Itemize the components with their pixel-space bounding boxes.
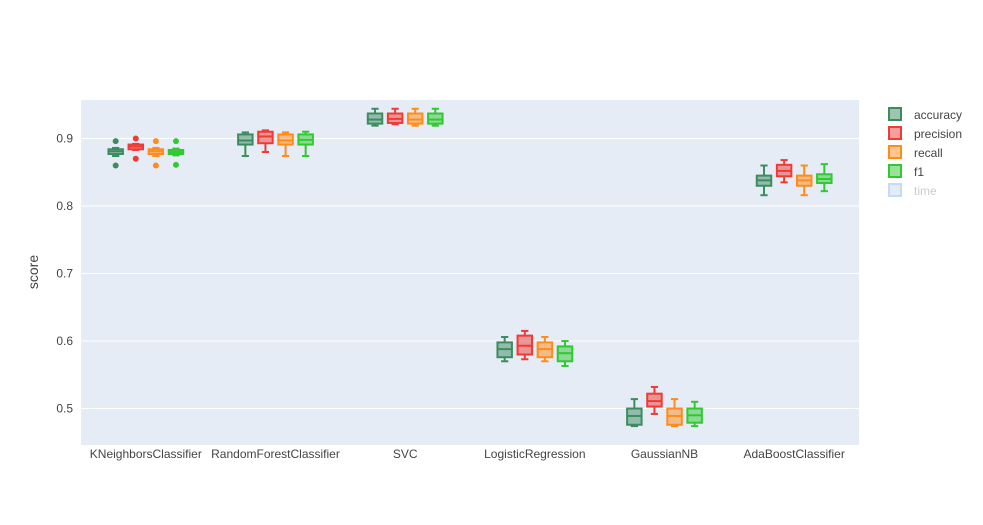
legend-label: time — [914, 184, 937, 198]
box-iqr — [427, 112, 444, 125]
y-tick-label: 0.9 — [56, 131, 73, 145]
y-tick-label: 0.5 — [56, 402, 73, 416]
outlier-point — [172, 161, 179, 168]
legend-swatch — [888, 145, 902, 159]
box-iqr — [406, 112, 424, 125]
box-iqr — [257, 130, 274, 145]
series-f1 — [167, 107, 833, 428]
legend-label: recall — [914, 146, 943, 160]
x-tick-label: RandomForestClassifier — [211, 447, 340, 461]
legend-item-time[interactable]: time — [888, 183, 937, 198]
legend-item-precision[interactable]: precision — [888, 126, 962, 141]
x-tick-label: SVC — [393, 447, 418, 461]
legend-label: precision — [914, 127, 962, 141]
series-accuracy — [107, 107, 773, 428]
outlier-point — [112, 162, 119, 169]
x-tick-label: GaussianNB — [631, 447, 698, 461]
y-tick-label: 0.8 — [56, 199, 73, 213]
plot-background — [81, 100, 859, 445]
x-tick-label: KNeighborsClassifier — [90, 447, 202, 461]
legend-item-recall[interactable]: recall — [888, 145, 943, 160]
legend-swatch — [888, 183, 902, 197]
outlier-point — [132, 155, 139, 162]
legend-item-f1[interactable]: f1 — [888, 164, 924, 179]
legend-swatch — [888, 164, 902, 178]
outlier-point — [112, 138, 119, 145]
outlier-point — [132, 135, 139, 142]
legend-item-accuracy[interactable]: accuracy — [888, 107, 962, 122]
x-tick-label: LogisticRegression — [484, 447, 585, 461]
box-iqr — [366, 112, 384, 125]
outlier-point — [152, 138, 159, 145]
box-iqr — [277, 133, 294, 146]
x-tick-label: AdaBoostClassifier — [743, 447, 844, 461]
legend-swatch — [888, 107, 902, 121]
legend[interactable]: accuracy precision recall f1 time — [888, 107, 962, 198]
legend-label: f1 — [914, 165, 924, 179]
gridlines — [81, 137, 859, 410]
legend-swatch — [888, 126, 902, 140]
series-precision — [127, 107, 793, 415]
box-iqr — [237, 133, 254, 146]
box-series-layer — [107, 107, 833, 428]
series-recall — [147, 107, 813, 428]
y-axis-ticks: 0.5 0.6 0.7 0.8 0.9 — [56, 131, 73, 415]
box-iqr — [646, 392, 663, 408]
y-axis-title: score — [25, 255, 41, 289]
outlier-point — [172, 138, 179, 145]
x-axis-ticks: KNeighborsClassifier RandomForestClassifi… — [90, 447, 845, 461]
y-tick-label: 0.6 — [56, 334, 73, 348]
y-tick-label: 0.7 — [56, 267, 73, 281]
outlier-point — [152, 162, 159, 169]
legend-label: accuracy — [914, 108, 962, 122]
